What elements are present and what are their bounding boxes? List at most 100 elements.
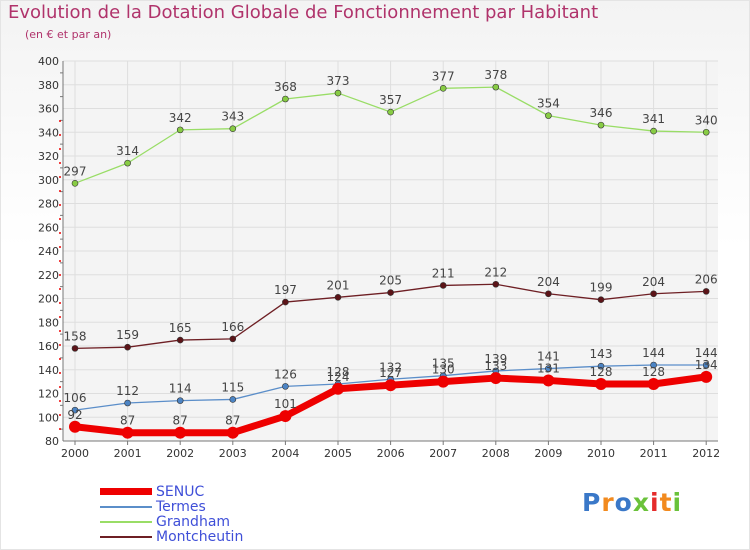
- data-label: 144: [695, 346, 718, 360]
- data-point: [384, 379, 397, 392]
- legend-label: Grandham: [156, 513, 231, 530]
- data-point: [439, 282, 447, 289]
- data-label: 128: [642, 365, 665, 379]
- x-tick-label: 2005: [324, 447, 352, 460]
- data-point: [489, 372, 502, 385]
- data-point: [492, 83, 500, 91]
- legend-label: Termes: [156, 498, 206, 515]
- x-tick-label: 2011: [640, 447, 668, 460]
- legend-swatch: [100, 505, 152, 508]
- data-label: 159: [116, 328, 139, 342]
- data-point: [124, 399, 131, 407]
- data-point: [650, 290, 657, 298]
- data-point: [700, 370, 713, 383]
- y-tick-label: 380: [38, 79, 59, 92]
- legend-item-grandham: Grandham: [100, 514, 243, 529]
- legend-swatch: [100, 488, 152, 495]
- y-tick-label: 300: [38, 174, 59, 187]
- data-point: [282, 95, 289, 103]
- data-labels: 92 87 87 87 101 124 127 130 133 131 128 128 134 106 11…: [64, 68, 718, 428]
- logo-letter: t: [659, 488, 673, 517]
- x-tick-label: 2000: [61, 447, 89, 460]
- logo-letter: i: [650, 488, 660, 517]
- y-tick-label: 360: [38, 103, 59, 116]
- data-label: 134: [695, 358, 718, 372]
- chart-subtitle: (en € et par an): [25, 28, 112, 41]
- y-tick-label: 260: [38, 221, 59, 234]
- data-point: [229, 396, 237, 403]
- data-label: 377: [432, 69, 455, 83]
- data-point: [176, 126, 184, 134]
- data-label: 342: [169, 111, 192, 125]
- y-tick-label: 280: [38, 198, 59, 211]
- data-point: [702, 361, 710, 369]
- data-label: 101: [274, 397, 297, 411]
- y-tick-label: 140: [38, 364, 59, 377]
- y-tick-label: 180: [38, 316, 59, 329]
- legend-item-senuc: SENUC: [100, 484, 243, 499]
- series-lines: [69, 83, 713, 439]
- logo-letter: r: [601, 488, 615, 517]
- data-point: [545, 112, 552, 119]
- data-label: 87: [120, 414, 135, 428]
- data-point: [650, 361, 657, 369]
- legend-swatch: [100, 520, 152, 523]
- data-point: [492, 280, 500, 288]
- logo-letter: i: [672, 488, 683, 517]
- data-label: 346: [590, 106, 613, 120]
- legend-label: SENUC: [156, 483, 205, 500]
- data-point: [650, 127, 657, 135]
- x-tick-label: 2001: [114, 447, 142, 460]
- data-label: 354: [537, 97, 560, 111]
- data-point: [229, 125, 237, 132]
- data-label: 357: [379, 93, 402, 107]
- data-point: [387, 108, 394, 116]
- data-point: [334, 89, 342, 97]
- y-tick-label: 80: [45, 435, 59, 448]
- data-label: 340: [695, 113, 718, 127]
- data-label: 206: [695, 272, 718, 286]
- data-label: 135: [432, 357, 455, 371]
- data-point: [597, 121, 605, 129]
- x-tick-label: 2010: [587, 447, 615, 460]
- x-tick-label: 2007: [429, 447, 457, 460]
- data-point: [545, 290, 552, 298]
- data-point: [332, 382, 344, 395]
- data-label: 212: [484, 265, 507, 279]
- data-label: 197: [274, 283, 297, 297]
- y-tick-label: 400: [38, 55, 59, 68]
- data-point: [647, 378, 660, 390]
- data-point: [176, 336, 184, 344]
- data-point: [69, 420, 81, 433]
- data-label: 143: [590, 347, 613, 361]
- data-label: 124: [327, 370, 350, 384]
- data-point: [124, 343, 131, 351]
- data-label: 87: [225, 414, 240, 428]
- data-point: [279, 410, 292, 423]
- data-label: 205: [379, 274, 402, 288]
- data-point: [702, 288, 710, 295]
- x-tick-label: 2002: [166, 447, 194, 460]
- y-tick-label: 220: [38, 269, 59, 282]
- data-point: [387, 289, 394, 296]
- data-label: 378: [484, 68, 507, 82]
- chart-title: Evolution de la Dotation Globale de Fonc…: [8, 2, 599, 23]
- x-tick-label: 2009: [534, 447, 562, 460]
- data-point: [226, 426, 239, 439]
- data-point: [71, 406, 79, 414]
- legend-item-montcheutin: Montcheutin: [100, 529, 243, 544]
- legend-swatch: [100, 535, 152, 538]
- data-point: [121, 426, 134, 439]
- data-label: 128: [327, 365, 350, 379]
- data-point: [597, 296, 605, 303]
- data-point: [437, 375, 450, 388]
- y-tick-label: 240: [38, 245, 59, 258]
- data-point: [124, 159, 131, 167]
- logo-letter: o: [614, 488, 633, 517]
- data-label: 132: [379, 360, 402, 374]
- data-label: 126: [274, 367, 297, 381]
- data-point: [282, 298, 289, 306]
- x-tick-label: 2003: [219, 447, 247, 460]
- logo-letter: P: [582, 488, 602, 517]
